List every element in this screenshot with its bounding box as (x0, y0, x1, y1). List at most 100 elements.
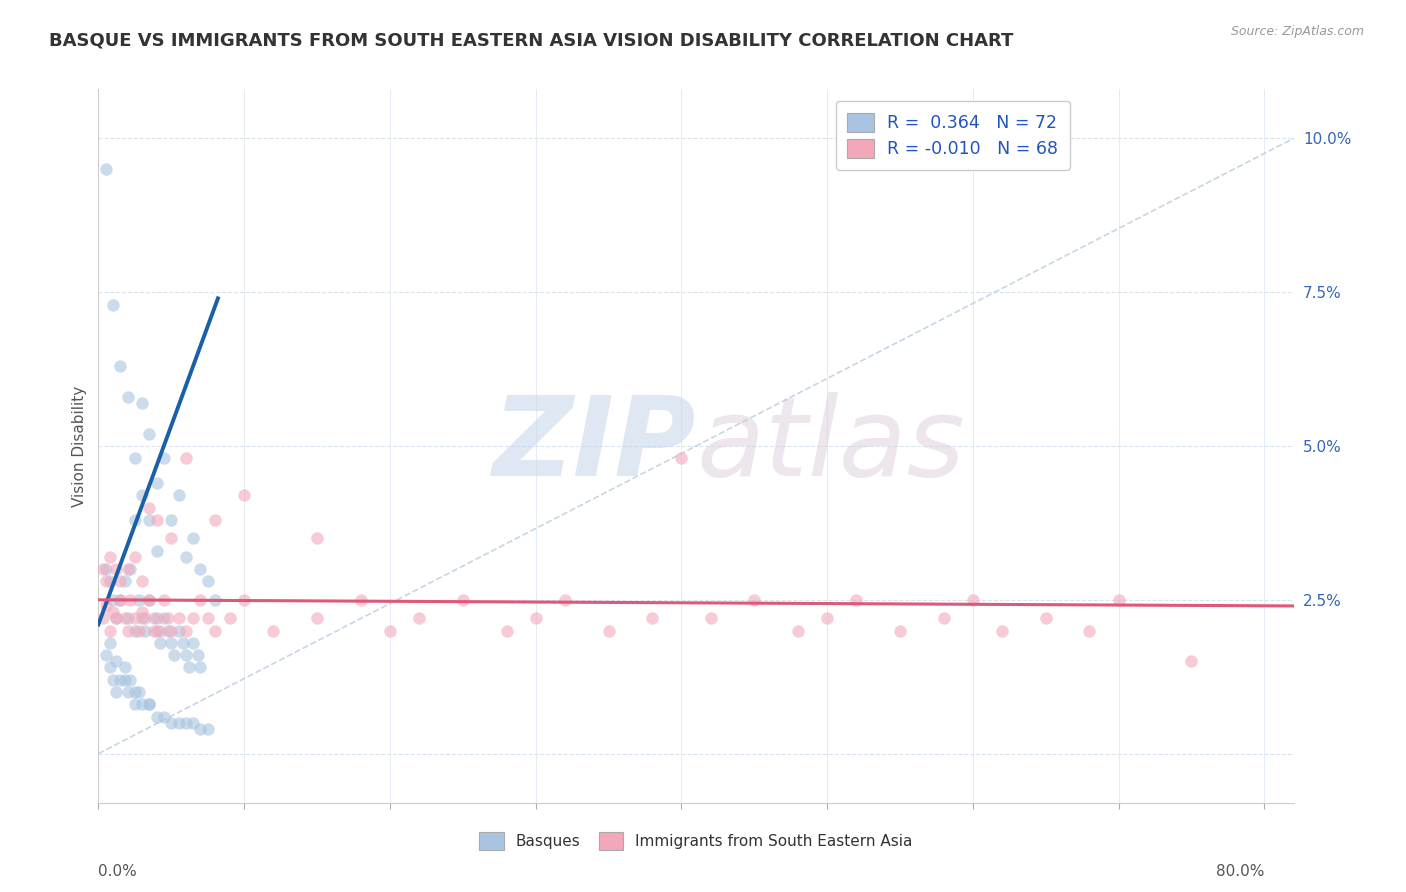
Point (153, 611, 176, 625)
Point (145, 513, 167, 527)
Point (218, 611, 240, 625)
Point (378, 624, 401, 638)
Point (204, 513, 226, 527)
Point (197, 611, 219, 625)
Point (204, 624, 226, 638)
Point (98, 624, 121, 638)
Point (117, 611, 139, 625)
Point (128, 685, 150, 699)
Point (120, 562, 142, 576)
Point (181, 611, 204, 625)
Point (190, 562, 212, 576)
Point (138, 592, 160, 607)
Point (131, 698, 153, 712)
Point (163, 648, 186, 662)
Point (787, 624, 810, 638)
Point (149, 636, 172, 650)
Point (991, 624, 1014, 638)
Point (142, 624, 165, 638)
Point (174, 648, 197, 662)
Point (91, 611, 114, 625)
Point (110, 592, 132, 607)
Point (174, 624, 197, 638)
Point (117, 562, 139, 576)
Point (114, 673, 136, 687)
Point (101, 297, 124, 311)
Point (101, 673, 124, 687)
Point (181, 715, 204, 730)
Point (197, 722, 219, 736)
Point (262, 624, 284, 638)
Point (181, 636, 204, 650)
Point (120, 592, 142, 607)
Point (157, 624, 180, 638)
Point (145, 709, 167, 723)
Point (1035, 611, 1057, 625)
Point (153, 451, 176, 466)
Point (1078, 624, 1101, 638)
Text: Source: ZipAtlas.com: Source: ZipAtlas.com (1230, 25, 1364, 38)
Point (167, 488, 190, 502)
Text: 80.0%: 80.0% (1216, 864, 1264, 880)
Point (177, 660, 200, 674)
Point (104, 685, 127, 699)
Point (186, 648, 208, 662)
Point (160, 531, 183, 545)
Point (598, 624, 620, 638)
Point (104, 654, 127, 668)
Point (124, 624, 146, 638)
Point (110, 359, 132, 373)
Point (932, 611, 955, 625)
Point (94, 574, 117, 589)
Point (204, 592, 226, 607)
Point (138, 426, 160, 441)
Point (101, 605, 124, 619)
Point (138, 698, 160, 712)
Point (845, 592, 868, 607)
Point (110, 574, 132, 589)
Point (233, 592, 256, 607)
Point (167, 611, 190, 625)
Point (104, 611, 127, 625)
Text: ZIP: ZIP (492, 392, 696, 500)
Point (101, 592, 124, 607)
Point (495, 624, 517, 638)
Point (160, 636, 183, 650)
Point (190, 592, 212, 607)
Point (160, 715, 183, 730)
Text: 0.0%: 0.0% (98, 864, 138, 880)
Point (98, 549, 121, 564)
Point (350, 592, 373, 607)
Point (172, 636, 194, 650)
Point (889, 624, 911, 638)
Point (160, 513, 183, 527)
Point (742, 592, 765, 607)
Point (305, 611, 328, 625)
Point (138, 698, 160, 712)
Point (174, 451, 197, 466)
Point (128, 624, 150, 638)
Point (962, 592, 984, 607)
Point (699, 611, 721, 625)
Point (138, 513, 160, 527)
Point (138, 500, 160, 515)
Text: BASQUE VS IMMIGRANTS FROM SOUTH EASTERN ASIA VISION DISABILITY CORRELATION CHART: BASQUE VS IMMIGRANTS FROM SOUTH EASTERN … (49, 31, 1014, 49)
Point (94, 562, 117, 576)
Point (174, 715, 197, 730)
Point (94, 162, 117, 177)
Point (124, 611, 146, 625)
Point (91, 562, 114, 576)
Point (114, 574, 136, 589)
Point (145, 543, 167, 558)
Point (124, 698, 146, 712)
Point (131, 611, 153, 625)
Point (1108, 592, 1130, 607)
Point (110, 592, 132, 607)
Text: atlas: atlas (696, 392, 965, 500)
Point (181, 531, 204, 545)
Legend: Basques, Immigrants from South Eastern Asia: Basques, Immigrants from South Eastern A… (472, 826, 920, 855)
Point (124, 685, 146, 699)
Point (174, 549, 197, 564)
Point (134, 624, 156, 638)
Point (98, 574, 121, 589)
